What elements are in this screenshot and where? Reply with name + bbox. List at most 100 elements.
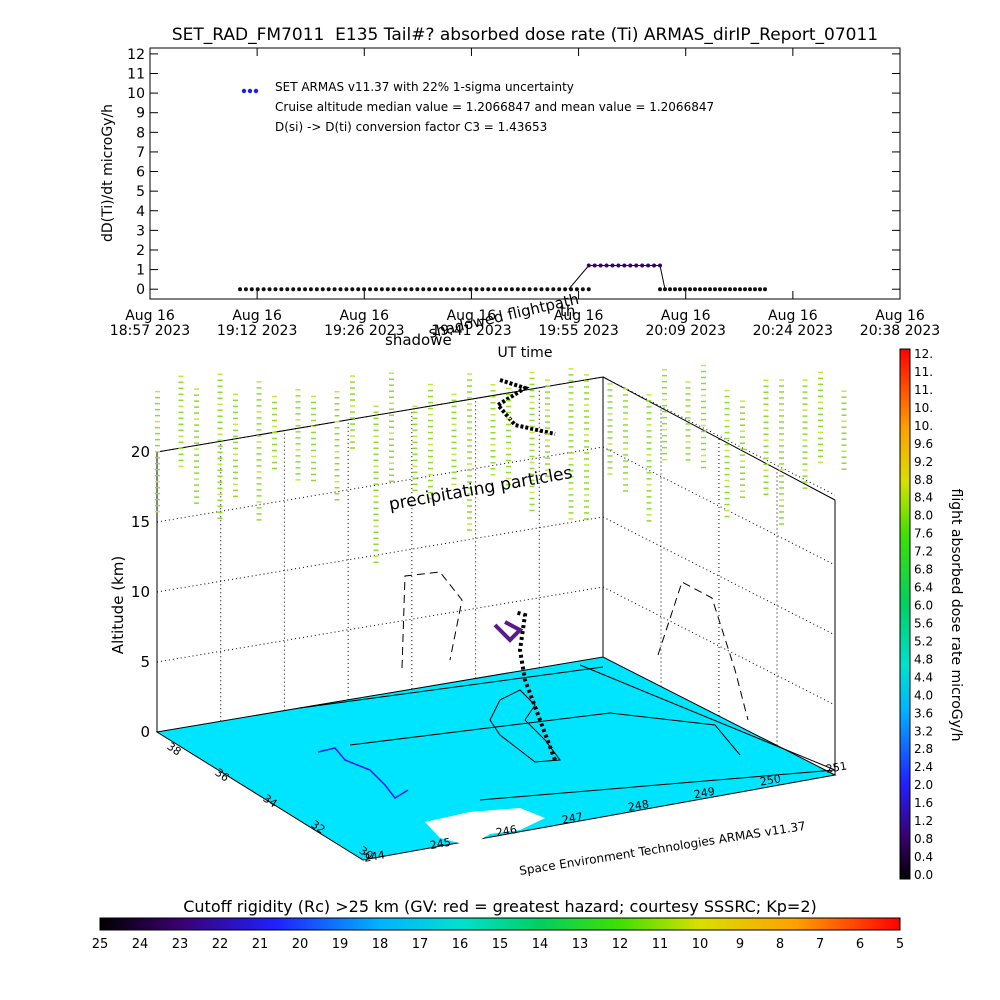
dose-tick-label: 12. — [914, 347, 933, 361]
altitude-label: Altitude (km) — [109, 556, 127, 654]
series-line — [568, 265, 666, 290]
x-tick-label-top: Aug 16 — [447, 308, 497, 324]
data-point — [279, 287, 284, 292]
grid-line — [602, 446, 836, 566]
dose-tick-label: 11. — [914, 383, 933, 397]
longitude-tick-label: 251 — [825, 759, 848, 775]
data-point — [308, 287, 313, 292]
data-point — [338, 287, 343, 292]
data-point — [758, 287, 762, 292]
data-point — [533, 287, 538, 292]
longitude-tick-label: 244 — [363, 848, 386, 864]
dose-tick-label: 6.4 — [914, 581, 933, 595]
data-point — [326, 287, 331, 292]
rigidity-title: Cutoff rigidity (Rc) >25 km (GV: red = g… — [183, 897, 817, 916]
rigidity-tick-label: 16 — [452, 937, 469, 952]
chart-title: SET_RAD_FM7011 E135 Tail#? absorbed dose… — [172, 25, 878, 45]
data-point — [673, 287, 677, 292]
x-tick-label-bottom: 20:38 2023 — [860, 323, 940, 339]
data-point — [379, 287, 384, 292]
data-point — [592, 263, 597, 268]
rigidity-tick-label: 19 — [332, 937, 349, 952]
dose-tick-label: 11. — [914, 365, 933, 379]
data-point — [678, 287, 682, 292]
dose-tick-label: 0.4 — [914, 850, 933, 864]
data-point — [527, 287, 532, 292]
data-point — [344, 287, 349, 292]
rigidity-tick-label: 17 — [412, 937, 429, 952]
altitude-tick-label: 0 — [140, 723, 150, 741]
data-point — [708, 287, 712, 292]
x-tick-label-bottom: 19:26 2023 — [324, 323, 404, 339]
x-tick-label-bottom: 20:24 2023 — [753, 323, 833, 339]
y-tick-label: 11 — [127, 66, 145, 82]
data-point — [663, 287, 667, 292]
dose-colorbar-label: flight absorbed dose rate microGy/h — [948, 489, 964, 742]
dose-tick-label: 8.0 — [914, 509, 933, 523]
data-point — [683, 287, 687, 292]
data-point — [610, 263, 615, 268]
data-point — [738, 287, 742, 292]
data-point — [693, 287, 697, 292]
rigidity-tick-label: 18 — [372, 937, 389, 952]
box-edge — [602, 376, 836, 501]
rigidity-tick-label: 24 — [132, 937, 149, 952]
rigidity-tick-label: 14 — [532, 937, 549, 952]
grid-line — [156, 446, 604, 523]
data-point — [356, 287, 361, 292]
legend-conversion: D(si) -> D(ti) conversion factor C3 = 1.… — [275, 120, 547, 134]
y-tick-label: 12 — [127, 47, 145, 63]
data-point — [255, 287, 260, 292]
dose-tick-label: 4.8 — [914, 652, 933, 666]
data-point — [421, 287, 426, 292]
flight-path-peak — [493, 620, 524, 643]
data-point — [622, 263, 627, 268]
grid-line — [602, 516, 836, 636]
data-point — [267, 287, 272, 292]
state-border — [349, 712, 741, 756]
legend-marker — [253, 88, 259, 94]
x-tick-label-bottom: 19:55 2023 — [538, 323, 618, 339]
shadow-path-left — [401, 571, 463, 669]
coast-line — [317, 747, 409, 799]
rigidity-tick-label: 10 — [692, 937, 709, 952]
altitude-tick-label: 5 — [140, 653, 150, 671]
longitude-axis: 244 245 246 247 248 249 250 251 — [363, 759, 848, 864]
dose-tick-label: 2.4 — [914, 760, 933, 774]
data-point — [385, 287, 390, 292]
dose-tick-label: 7.6 — [914, 527, 933, 541]
data-point — [249, 287, 254, 292]
lake — [425, 808, 545, 846]
state-border — [479, 769, 836, 801]
flightpath-label-3: th — [560, 302, 575, 320]
rigidity-colorbar: Cutoff rigidity (Rc) >25 km (GV: red = g… — [92, 897, 904, 952]
data-point — [743, 287, 747, 292]
x-tick-label-bottom: 19:12 2023 — [217, 323, 297, 339]
data-point — [698, 287, 702, 292]
grid-line — [156, 376, 604, 453]
longitude-tick-label: 250 — [759, 772, 782, 788]
data-point — [509, 287, 514, 292]
data-point — [503, 287, 508, 292]
data-point — [598, 263, 603, 268]
data-point — [474, 287, 479, 292]
data-point — [515, 287, 520, 292]
legend-median: Cruise altitude median value = 1.2066847… — [275, 100, 714, 114]
dose-colorbar-fill — [899, 348, 911, 880]
x-tick-label-top: Aug 16 — [125, 308, 175, 324]
rigidity-tick-label: 6 — [856, 937, 864, 952]
flight-ground-track — [489, 689, 561, 763]
dose-tick-label: 0.8 — [914, 832, 933, 846]
data-point — [291, 287, 296, 292]
longitude-tick-label: 249 — [693, 785, 716, 801]
y-tick-label: 0 — [136, 282, 145, 298]
x-tick-label-top: Aug 16 — [554, 308, 604, 324]
data-point — [427, 287, 432, 292]
dose-tick-label: 2.8 — [914, 742, 933, 756]
rigidity-tick-label: 21 — [252, 937, 269, 952]
dose-tick-label: 5.2 — [914, 634, 933, 648]
grid-line — [156, 586, 604, 663]
data-point — [468, 287, 473, 292]
data-point — [733, 287, 737, 292]
